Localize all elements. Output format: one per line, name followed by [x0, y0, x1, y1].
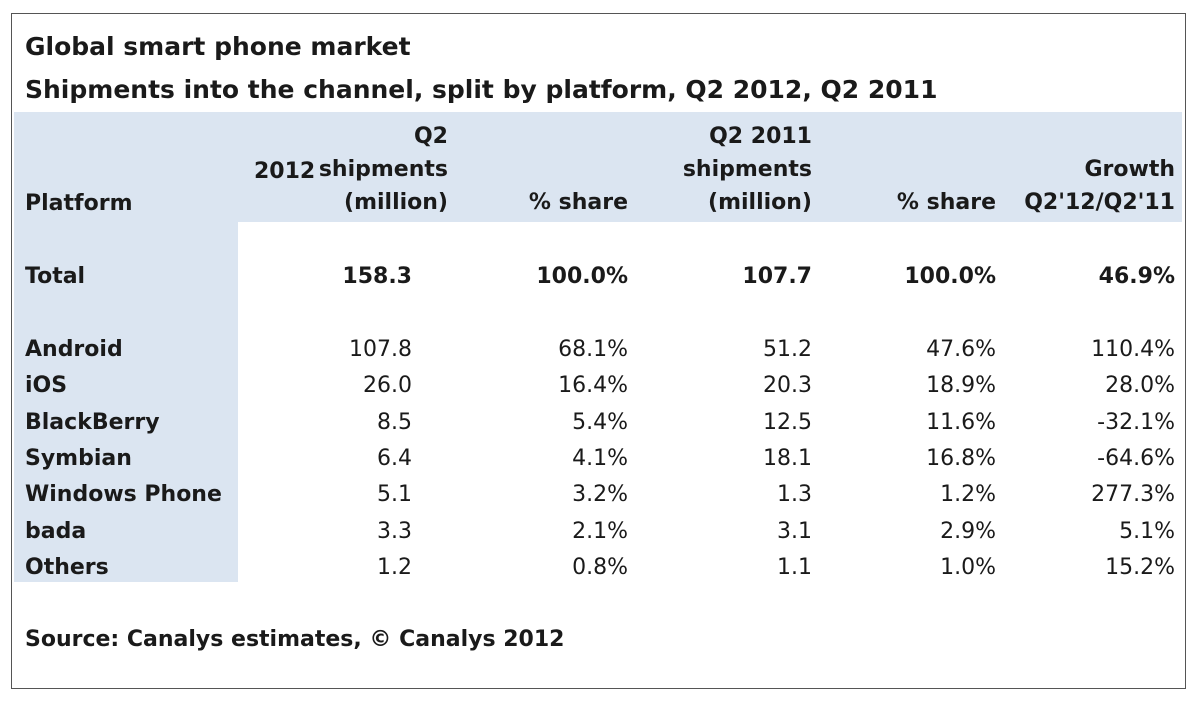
table-cell: 6.4 — [377, 445, 412, 471]
table-frame — [11, 13, 1186, 689]
table-cell: 3.2% — [572, 482, 628, 508]
table-cell: 5.4% — [572, 409, 628, 435]
table-cell: 1.0% — [940, 554, 996, 580]
table-cell: 11.6% — [926, 409, 996, 435]
platform-label: Others — [25, 554, 109, 580]
table-cell: 16.4% — [558, 373, 628, 399]
chart-title: Global smart phone market — [25, 32, 411, 61]
table-cell: 8.5 — [377, 409, 412, 435]
table-cell: 3.1 — [777, 518, 812, 544]
total-value: 100.0% — [536, 264, 628, 289]
header-platform: Platform — [25, 191, 133, 216]
platform-label: bada — [25, 518, 87, 544]
source-note: Source: Canalys estimates, © Canalys 201… — [25, 627, 565, 652]
table-cell: 47.6% — [926, 337, 996, 362]
total-label: Total — [25, 264, 86, 289]
header-q2-2012: Q2 shipments (million) — [318, 124, 448, 215]
table-cell: 28.0% — [1105, 373, 1175, 399]
table-cell: 3.3 — [377, 518, 412, 544]
platform-column-band — [14, 112, 238, 582]
table-cell: 5.1% — [1119, 518, 1175, 544]
table-cell: 1.3 — [777, 482, 812, 508]
table-cell: 1.2 — [377, 554, 412, 580]
header-q2-2012-prefix: 2012 — [254, 159, 316, 184]
chart-subtitle: Shipments into the channel, split by pla… — [25, 75, 938, 104]
table-cell: 1.1 — [777, 554, 812, 580]
table-cell: 107.8 — [349, 337, 412, 362]
platform-label: Symbian — [25, 445, 132, 471]
platform-label: Android — [25, 337, 123, 362]
table-cell: 18.1 — [763, 445, 812, 471]
platform-label: BlackBerry — [25, 409, 160, 435]
table-cell: 5.1 — [377, 482, 412, 508]
table-cell: 0.8% — [572, 554, 628, 580]
total-value: 46.9% — [1098, 264, 1175, 289]
table-cell: 15.2% — [1105, 554, 1175, 580]
header-q2-2011: Q2 2011 shipments (million) — [682, 124, 812, 215]
total-value: 100.0% — [904, 264, 996, 289]
table-cell: 51.2 — [763, 337, 812, 362]
table-cell: 4.1% — [572, 445, 628, 471]
table-cell: 26.0 — [363, 373, 412, 399]
table-cell: 12.5 — [763, 409, 812, 435]
table-cell: -64.6% — [1097, 445, 1175, 471]
table-cell: 2.9% — [940, 518, 996, 544]
table-cell: 1.2% — [940, 482, 996, 508]
header-share-2012: % share — [528, 190, 628, 215]
table-cell: 18.9% — [926, 373, 996, 399]
header-growth: Growth Q2'12/Q2'11 — [1024, 157, 1175, 215]
table-cell: 2.1% — [572, 518, 628, 544]
total-value: 158.3 — [342, 264, 412, 289]
table-cell: -32.1% — [1097, 409, 1175, 435]
header-share-2011: % share — [896, 190, 996, 215]
table-cell: 20.3 — [763, 373, 812, 399]
total-value: 107.7 — [742, 264, 812, 289]
platform-label: Windows Phone — [25, 482, 222, 508]
platform-label: iOS — [25, 373, 68, 399]
table-cell: 68.1% — [558, 337, 628, 362]
table-cell: 110.4% — [1091, 337, 1175, 362]
table-cell: 16.8% — [926, 445, 996, 471]
table-cell: 277.3% — [1091, 482, 1175, 508]
